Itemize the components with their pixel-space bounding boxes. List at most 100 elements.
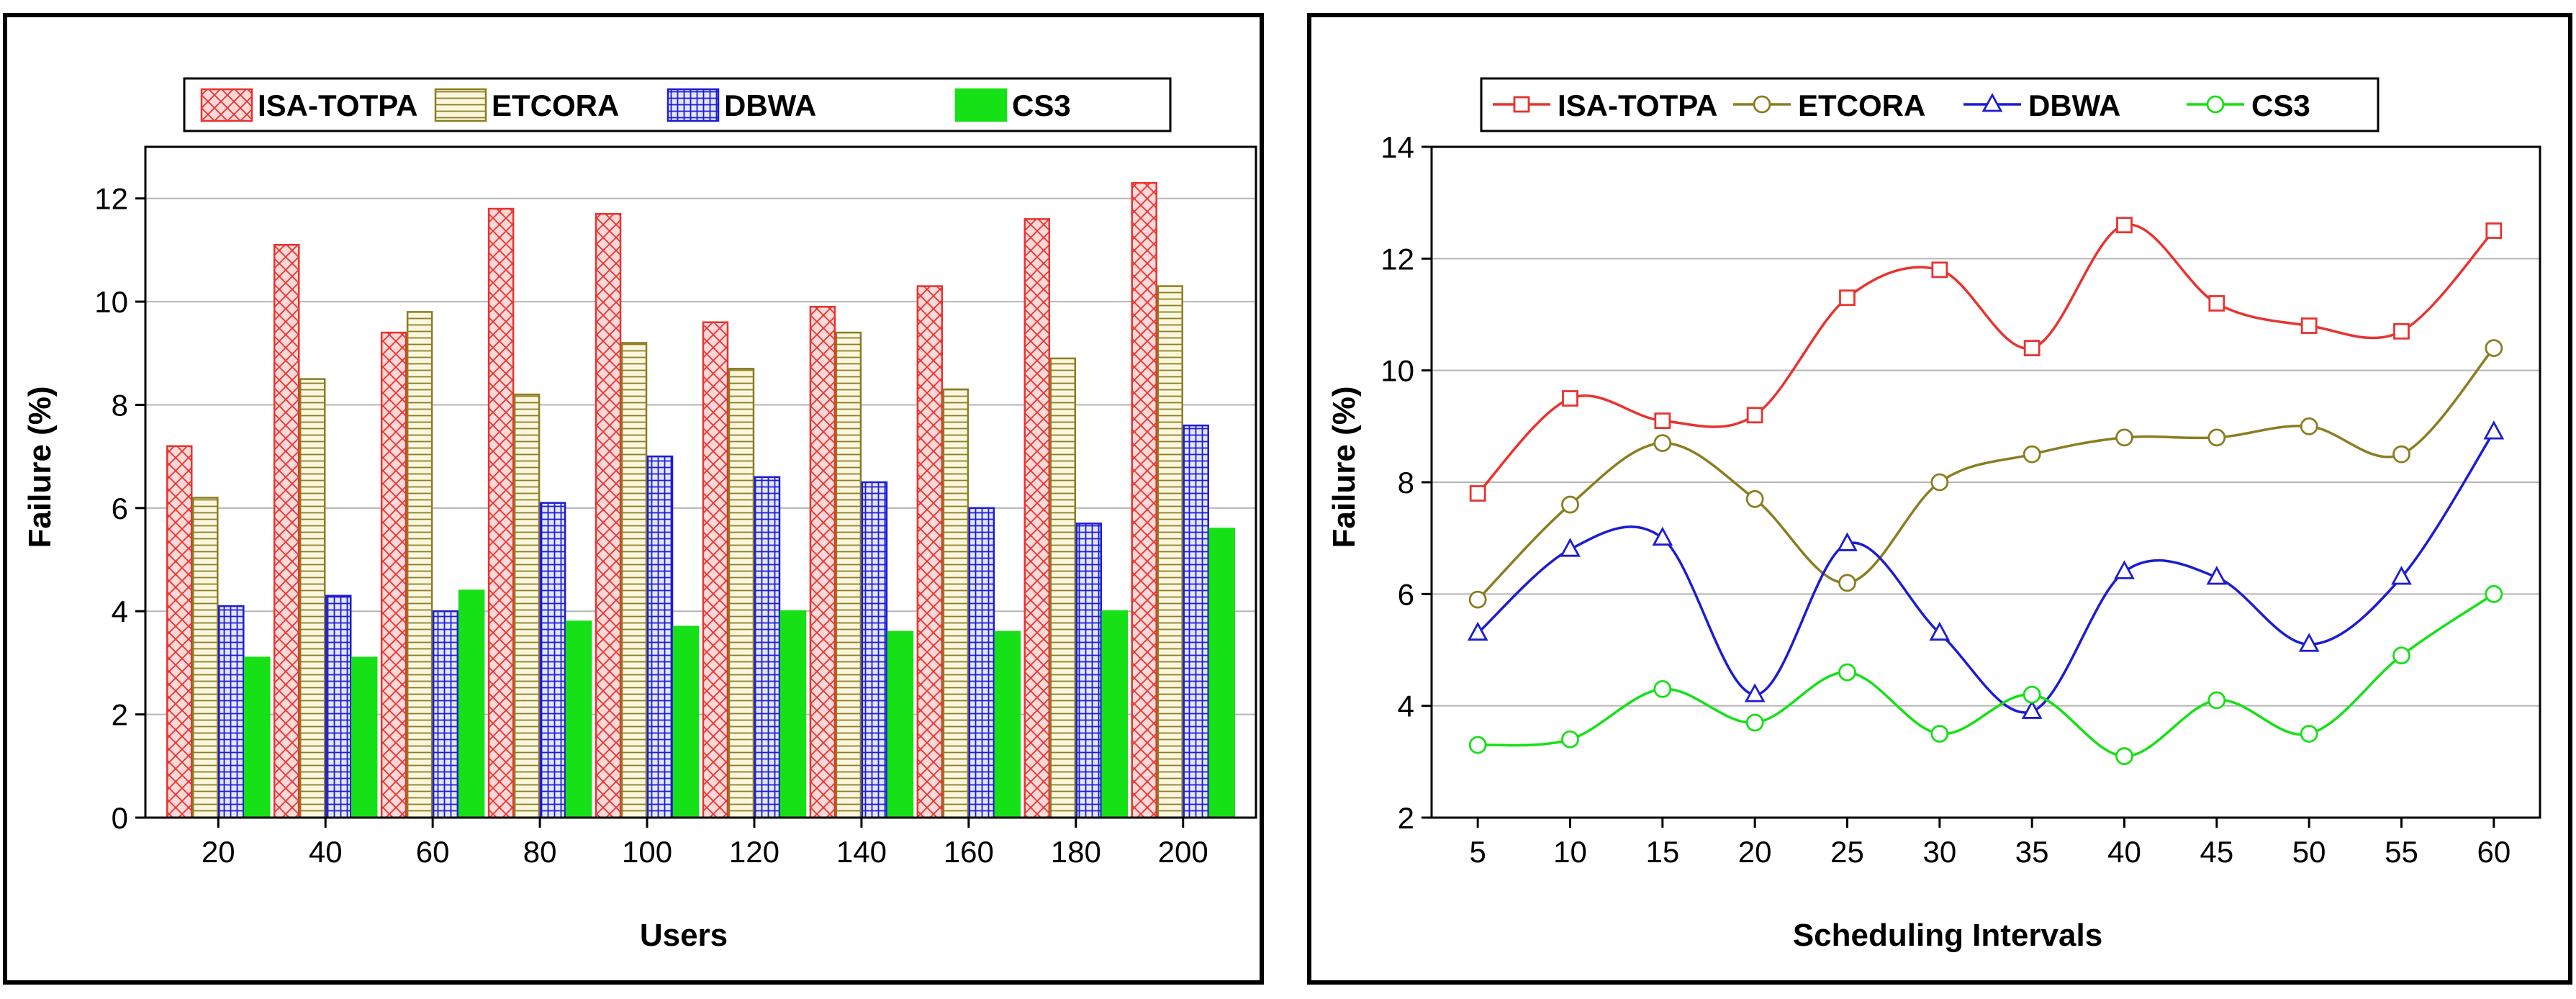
line-xlabel: Scheduling Intervals xyxy=(1793,918,2102,953)
bar-dbwa-40 xyxy=(325,595,352,819)
legend-label-etcora: ETCORA xyxy=(1798,89,1925,122)
bar-isa-totpa-200 xyxy=(1131,181,1157,819)
bar-dbwa-140 xyxy=(861,481,888,819)
bar-etcora-40 xyxy=(299,378,326,819)
line-series-cs3 xyxy=(1478,592,2495,758)
point-etcora-50 xyxy=(2300,417,2318,435)
point-dbwa-5 xyxy=(1467,621,1488,641)
bar-etcora-120 xyxy=(728,368,755,819)
bar-ytick-label: 0 xyxy=(112,801,128,835)
line-ylabel: Failure (%) xyxy=(1327,387,1362,548)
point-dbwa-30 xyxy=(1929,621,1951,641)
line-ytick-label: 14 xyxy=(1380,130,1414,164)
line-chart-panel: Failure (%) Scheduling Intervals 2 4 6 8 10 1… xyxy=(1307,13,2572,985)
line-xtick-label: 15 xyxy=(1645,835,1679,869)
bar-ytick-label: 12 xyxy=(94,182,128,216)
legend-swatch-isa-totpa xyxy=(200,88,253,122)
bar-cs3-200 xyxy=(1208,528,1235,819)
point-cs3-30 xyxy=(1930,725,1949,743)
point-dbwa-40 xyxy=(2114,560,2135,579)
point-dbwa-60 xyxy=(2483,420,2505,440)
bar-xtick-label: 140 xyxy=(836,835,887,869)
bar-isa-totpa-120 xyxy=(702,321,729,819)
point-dbwa-35 xyxy=(2021,700,2043,719)
point-cs3-35 xyxy=(2023,685,2041,704)
legend-marker-etcora xyxy=(1753,95,1771,114)
bar-cs3-20 xyxy=(244,656,271,819)
bar-isa-totpa-140 xyxy=(809,305,836,819)
point-dbwa-50 xyxy=(2298,633,2320,652)
point-etcora-55 xyxy=(2392,445,2410,464)
line-ytick-label: 4 xyxy=(1398,690,1414,723)
bar-dbwa-80 xyxy=(539,502,566,819)
legend-label-isa-totpa: ISA-TOTPA xyxy=(258,89,417,122)
bar-etcora-100 xyxy=(620,342,648,819)
bar-dbwa-160 xyxy=(968,507,995,819)
bar-isa-totpa-160 xyxy=(916,285,944,819)
bar-etcora-60 xyxy=(406,311,433,819)
bar-isa-totpa-20 xyxy=(166,445,193,819)
point-cs3-25 xyxy=(1838,663,1856,682)
point-cs3-55 xyxy=(2392,646,2410,665)
bar-cs3-160 xyxy=(994,630,1021,819)
point-cs3-60 xyxy=(2485,584,2503,603)
line-xtick-label: 40 xyxy=(2107,835,2141,869)
bar-etcora-80 xyxy=(513,393,541,819)
line-ytick-label: 12 xyxy=(1380,242,1414,276)
point-isa-totpa-20 xyxy=(1746,407,1763,424)
point-etcora-15 xyxy=(1653,434,1672,453)
legend-label-cs3: CS3 xyxy=(2251,89,2310,122)
bar-cs3-100 xyxy=(672,625,700,819)
line-xtick-label: 5 xyxy=(1469,835,1486,869)
bar-cs3-60 xyxy=(458,589,485,819)
point-isa-totpa-45 xyxy=(2208,295,2225,312)
point-isa-totpa-50 xyxy=(2300,317,2318,334)
line-xtick-label: 50 xyxy=(2292,835,2326,869)
legend-label-cs3: CS3 xyxy=(1012,89,1071,122)
point-dbwa-20 xyxy=(1744,683,1766,702)
bar-xtick-label: 100 xyxy=(622,835,672,869)
bar-dbwa-120 xyxy=(754,476,781,819)
bar-dbwa-20 xyxy=(218,605,245,819)
point-etcora-10 xyxy=(1561,495,1579,514)
bar-cs3-40 xyxy=(351,656,378,819)
bar-isa-totpa-100 xyxy=(595,212,622,819)
line-xtick-label: 10 xyxy=(1553,835,1587,869)
bar-xtick-label: 60 xyxy=(416,835,450,869)
bar-isa-totpa-60 xyxy=(380,331,407,819)
point-isa-totpa-25 xyxy=(1839,289,1856,307)
point-isa-totpa-30 xyxy=(1931,261,1948,279)
legend-marker-dbwa xyxy=(1981,93,2003,112)
point-dbwa-10 xyxy=(1560,538,1581,557)
bar-ytick-label: 10 xyxy=(94,285,128,319)
point-cs3-15 xyxy=(1653,679,1672,698)
line-xtick-label: 30 xyxy=(1922,835,1956,869)
bar-chart-panel: Failure (%) Users 0 2 4 6 8 10 12 20 40 60 80 100 12… xyxy=(3,13,1264,985)
bar-etcora-20 xyxy=(192,497,219,819)
line-ytick-label: 2 xyxy=(1398,801,1414,835)
bar-cs3-80 xyxy=(565,620,592,819)
bar-isa-totpa-80 xyxy=(487,207,515,819)
legend-swatch-dbwa xyxy=(666,88,720,122)
legend-marker-cs3 xyxy=(2206,95,2225,114)
line-xtick-label: 25 xyxy=(1830,835,1864,869)
point-etcora-20 xyxy=(1745,489,1764,508)
point-cs3-50 xyxy=(2300,725,2318,743)
line-series-isa-totpa xyxy=(1476,223,2495,494)
bar-xtick-label: 20 xyxy=(202,835,235,869)
point-dbwa-45 xyxy=(2206,566,2228,585)
point-isa-totpa-60 xyxy=(2485,222,2503,239)
line-chart: Failure (%) Scheduling Intervals 2 4 6 8 10 1… xyxy=(1327,77,2541,953)
bar-ytick-label: 6 xyxy=(112,492,128,525)
plot-frame xyxy=(144,145,1257,819)
point-etcora-35 xyxy=(2023,445,2041,464)
bar-etcora-140 xyxy=(835,331,862,819)
legend-label-isa-totpa: ISA-TOTPA xyxy=(1558,89,1717,122)
bar-cs3-140 xyxy=(887,630,914,819)
point-cs3-45 xyxy=(2207,691,2226,710)
point-dbwa-25 xyxy=(1837,532,1858,551)
line-ytick-label: 6 xyxy=(1398,577,1414,611)
bar-isa-totpa-180 xyxy=(1023,218,1051,819)
legend-label-dbwa: DBWA xyxy=(2028,89,2120,122)
point-isa-totpa-40 xyxy=(2116,217,2133,234)
